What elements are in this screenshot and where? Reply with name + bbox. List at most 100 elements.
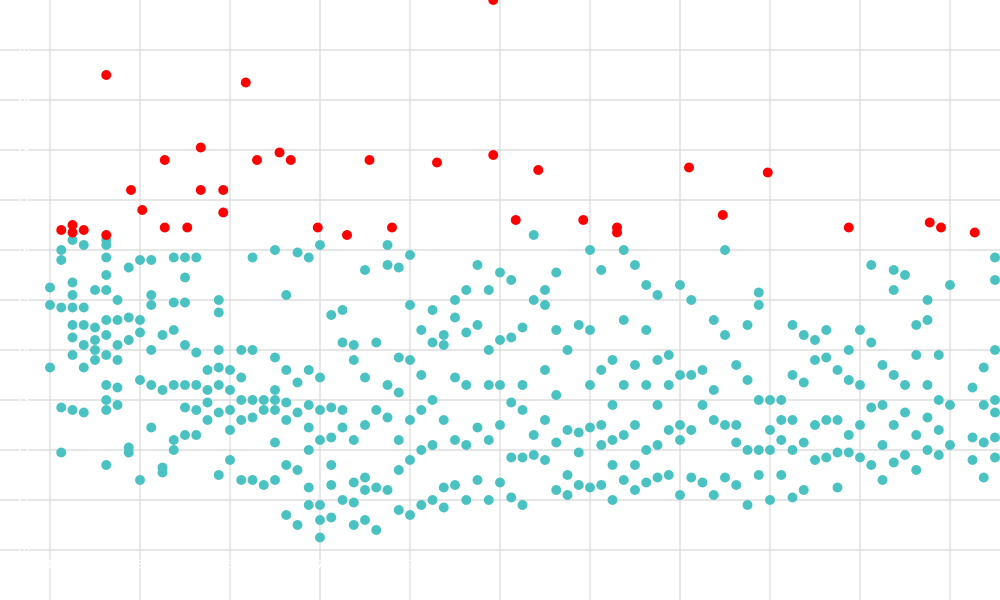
data-point	[900, 450, 910, 460]
data-point	[213, 307, 224, 318]
data-point	[348, 355, 359, 365]
data-point	[168, 325, 179, 335]
data-point	[596, 365, 607, 375]
data-point	[461, 380, 472, 390]
data-point	[67, 350, 78, 360]
y-tick-label: 16	[16, 244, 30, 257]
data-point	[180, 340, 190, 350]
data-point	[67, 332, 78, 343]
data-point	[843, 375, 854, 385]
data-point	[360, 265, 370, 275]
data-point	[810, 335, 820, 345]
outlier-point	[195, 142, 206, 153]
y-tick-label: 13	[16, 394, 30, 407]
data-point	[787, 415, 798, 425]
outlier-point	[936, 222, 946, 233]
data-point	[855, 452, 865, 463]
outlier-point	[218, 207, 229, 218]
data-point	[67, 277, 78, 288]
data-point	[427, 395, 438, 405]
data-point	[663, 425, 674, 435]
data-point	[303, 500, 314, 510]
data-point	[191, 347, 202, 358]
data-point	[517, 405, 528, 415]
data-point	[438, 482, 449, 493]
data-point	[990, 395, 1000, 405]
data-point	[281, 460, 292, 470]
data-point	[990, 452, 1000, 463]
data-point	[630, 420, 640, 430]
x-tick-label: 15	[673, 558, 687, 571]
data-point	[551, 390, 562, 400]
data-point	[787, 320, 798, 330]
data-point	[990, 345, 1000, 355]
data-point	[348, 477, 359, 488]
data-point	[270, 475, 280, 485]
data-point	[135, 327, 145, 338]
data-point	[495, 420, 505, 430]
data-point	[866, 337, 877, 348]
data-point	[326, 432, 337, 443]
data-point	[303, 445, 314, 455]
data-point	[225, 385, 235, 395]
data-point	[146, 290, 157, 300]
data-point	[146, 345, 157, 355]
data-point	[630, 260, 640, 270]
data-point	[540, 300, 550, 310]
data-point	[877, 400, 888, 410]
data-point	[393, 352, 404, 363]
data-point	[90, 345, 100, 355]
data-point	[236, 415, 247, 425]
data-point	[371, 482, 382, 493]
data-point	[495, 267, 505, 278]
data-point	[866, 460, 877, 470]
data-point	[618, 430, 629, 440]
data-point	[315, 532, 325, 543]
data-point	[843, 430, 854, 440]
data-point	[573, 480, 584, 490]
data-point	[450, 435, 460, 445]
outlier-point	[312, 222, 323, 233]
data-point	[540, 285, 550, 295]
data-point	[450, 295, 460, 305]
data-point	[832, 482, 843, 493]
data-point	[810, 355, 820, 365]
data-point	[753, 287, 764, 298]
data-point	[101, 252, 112, 263]
data-point	[270, 385, 280, 395]
data-point	[618, 315, 629, 325]
data-point	[933, 425, 944, 435]
data-point	[67, 320, 78, 330]
data-point	[675, 370, 685, 380]
data-point	[146, 380, 157, 390]
outlier-point	[612, 227, 622, 238]
outlier-point	[78, 225, 89, 235]
data-point	[888, 370, 899, 380]
data-point	[506, 397, 517, 408]
data-point	[663, 470, 674, 480]
data-point	[821, 452, 832, 463]
data-point	[78, 302, 89, 313]
data-point	[438, 415, 449, 425]
data-point	[123, 447, 134, 458]
data-point	[933, 450, 944, 460]
data-point	[821, 325, 832, 335]
data-point	[45, 282, 55, 293]
data-point	[315, 435, 325, 445]
data-point	[168, 380, 179, 390]
data-point	[202, 397, 213, 408]
data-point	[180, 297, 190, 308]
outlier-point	[342, 230, 352, 240]
data-point	[67, 405, 78, 415]
data-point	[742, 375, 753, 385]
data-point	[101, 460, 112, 470]
y-tick-label: 14	[16, 344, 30, 357]
data-point	[990, 252, 1000, 263]
data-point	[495, 335, 505, 345]
data-point	[213, 470, 224, 480]
data-point	[675, 280, 685, 290]
data-point	[326, 310, 337, 320]
data-point	[247, 252, 258, 263]
data-point	[360, 485, 370, 495]
